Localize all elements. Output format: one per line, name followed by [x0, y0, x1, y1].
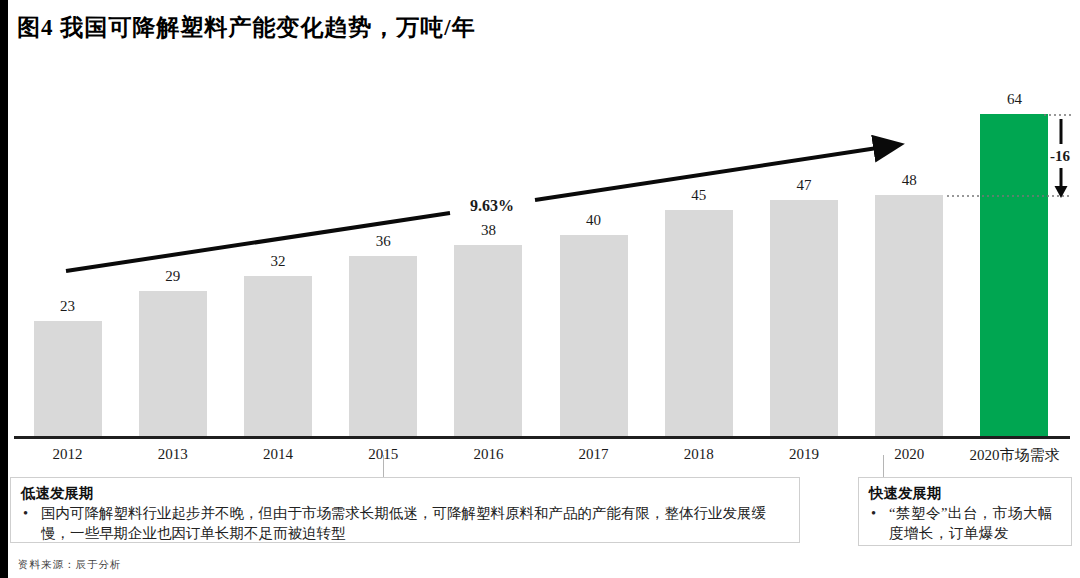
bullet-marker: • [21, 503, 41, 543]
phase-box-fast: 快速发展期 • “禁塑令”出台，市场大幅度增长，订单爆发 [858, 477, 1072, 546]
phase-fast-title: 快速发展期 [869, 483, 1061, 503]
bar-value-2020市场需求: 64 [969, 91, 1059, 108]
bar-2014 [244, 276, 312, 437]
bar-2013 [139, 291, 207, 437]
gap-label: -16 [1050, 147, 1070, 166]
bar-value-2012: 23 [23, 298, 113, 315]
bar-2016 [454, 245, 522, 437]
x-label-2014: 2014 [218, 446, 338, 463]
x-label-2020市场需求: 2020市场需求 [954, 446, 1074, 465]
cagr-label: 9.63% [464, 197, 520, 215]
x-label-2018: 2018 [639, 446, 759, 463]
callout-line-2020 [883, 455, 884, 477]
bullet-marker: • [869, 503, 889, 543]
x-label-2016: 2016 [428, 446, 548, 463]
phase-box-slow: 低速发展期 • 国内可降解塑料行业起步并不晚，但由于市场需求长期低迷，可降解塑料… [10, 477, 800, 543]
phase-slow-bullet: • 国内可降解塑料行业起步并不晚，但由于市场需求长期低迷，可降解塑料原料和产品的… [21, 503, 789, 543]
phase-fast-bullet-text: “禁塑令”出台，市场大幅度增长，订单爆发 [889, 503, 1061, 543]
x-axis-line [14, 436, 1070, 439]
phase-slow-title: 低速发展期 [21, 483, 789, 503]
bar-value-2014: 32 [233, 253, 323, 270]
bar-2020 [875, 195, 943, 437]
phase-slow-bullet-text: 国内可降解塑料行业起步并不晚，但由于市场需求长期低迷，可降解塑料原料和产品的产能… [41, 503, 789, 543]
bar-value-2020: 48 [864, 172, 954, 189]
bar-value-2015: 36 [338, 233, 428, 250]
bar-value-2017: 40 [549, 212, 639, 229]
bar-2012 [34, 321, 102, 437]
bar-value-2019: 47 [759, 177, 849, 194]
x-label-2012: 2012 [8, 446, 128, 463]
bar-2015 [349, 256, 417, 437]
callout-line-2015 [383, 455, 384, 477]
x-label-2020: 2020 [849, 446, 969, 463]
bar-value-2018: 45 [654, 187, 744, 204]
x-label-2017: 2017 [534, 446, 654, 463]
bar-2020市场需求 [980, 114, 1048, 437]
x-label-2019: 2019 [744, 446, 864, 463]
bar-value-2016: 38 [443, 222, 533, 239]
bar-2019 [770, 200, 838, 437]
bar-2018 [665, 210, 733, 437]
bar-value-2013: 29 [128, 268, 218, 285]
x-label-2013: 2013 [113, 446, 233, 463]
bar-2017 [560, 235, 628, 437]
source-note: 资料来源：辰于分析 [18, 558, 122, 572]
phase-fast-bullet: • “禁塑令”出台，市场大幅度增长，订单爆发 [869, 503, 1061, 543]
